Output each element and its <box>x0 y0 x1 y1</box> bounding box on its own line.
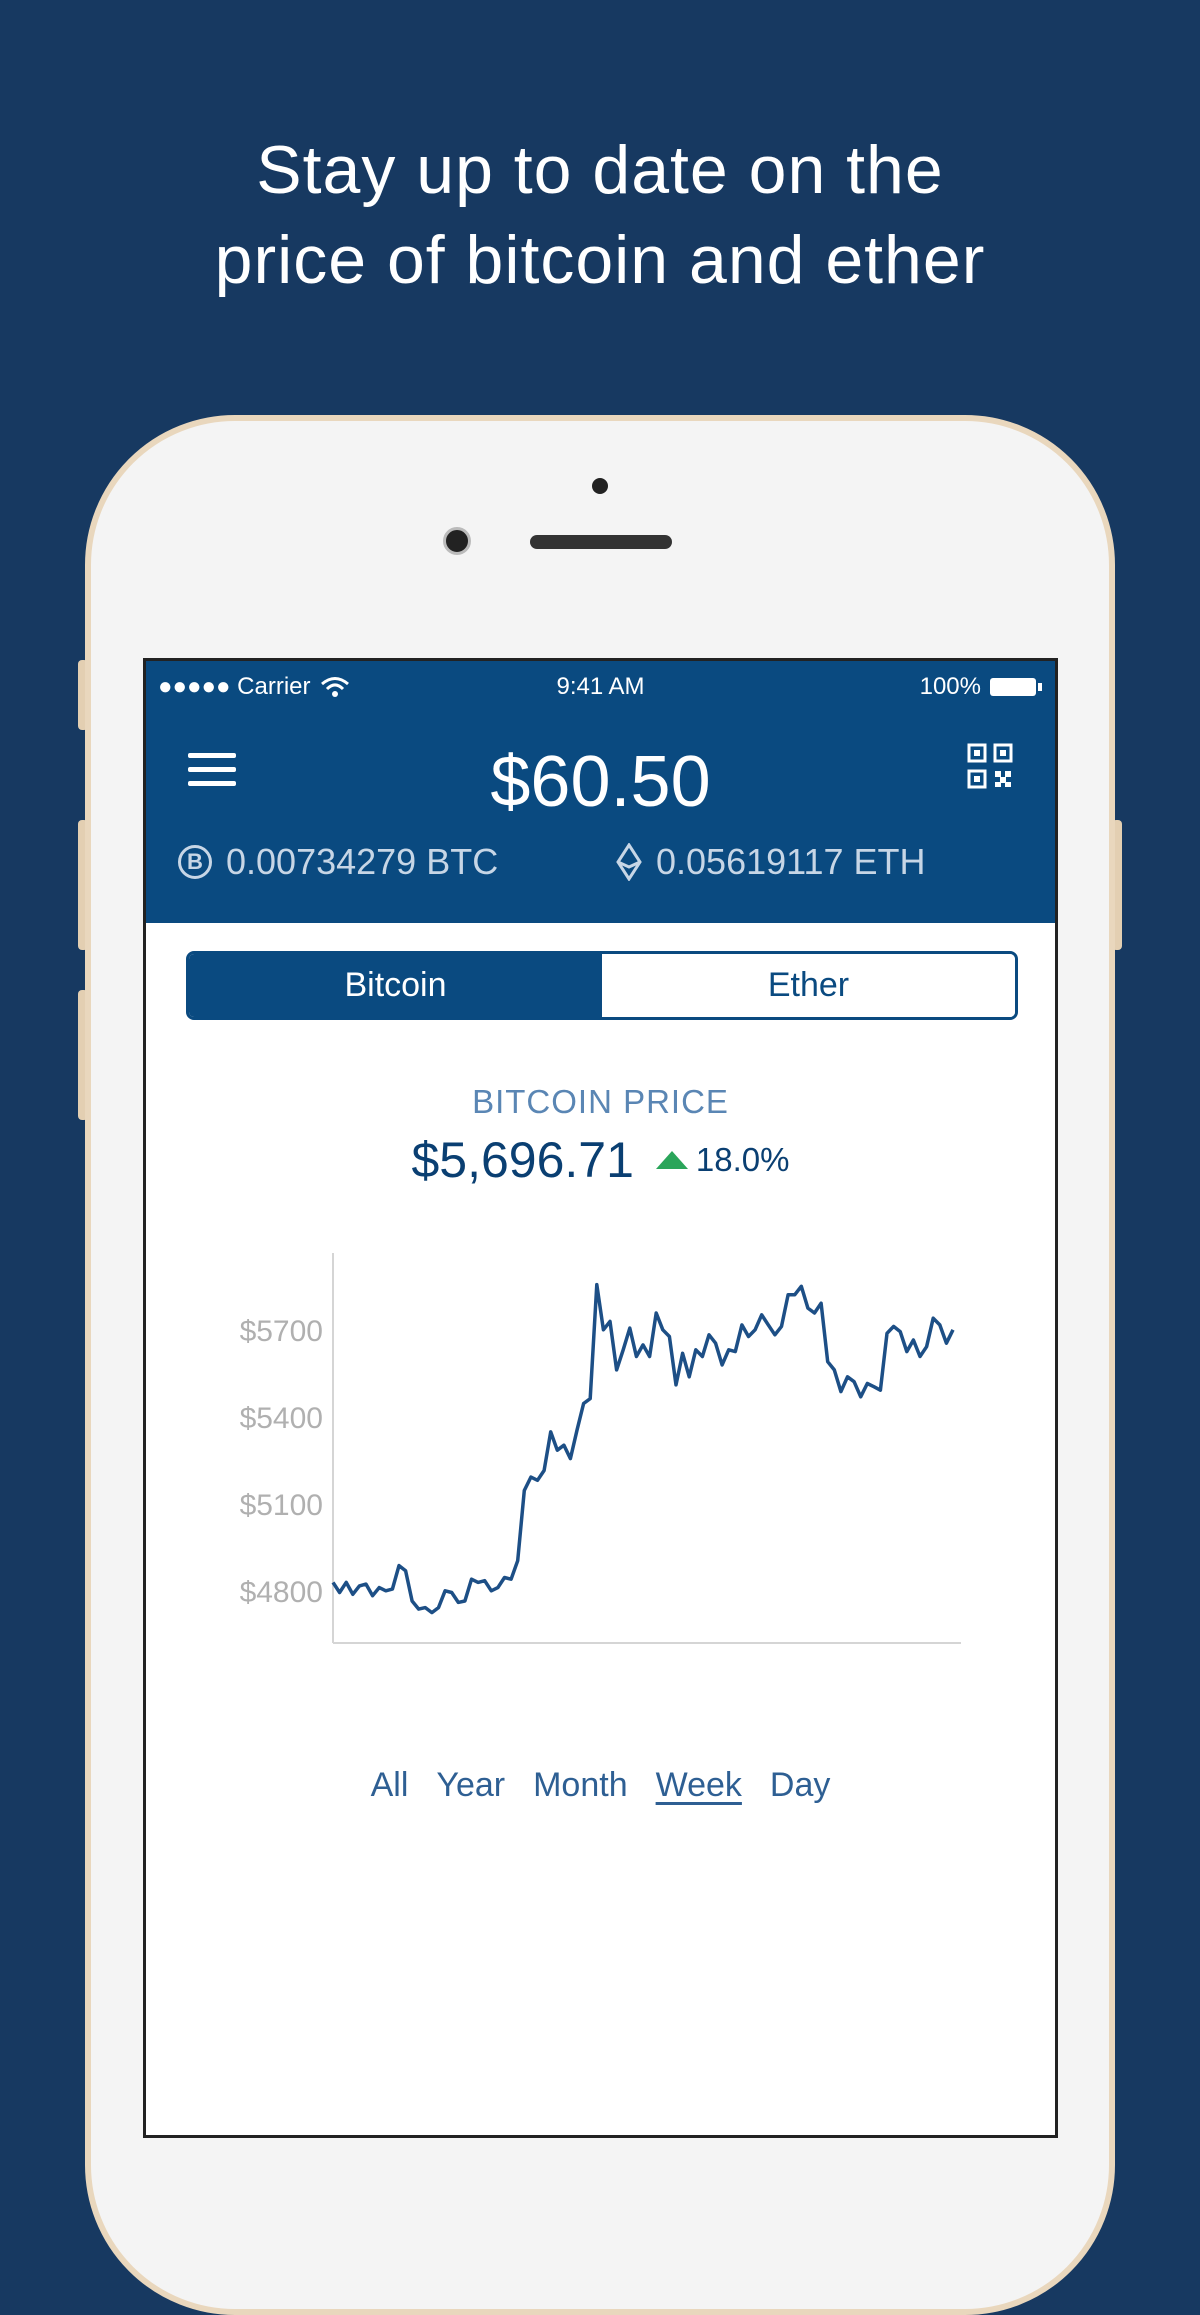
y-tick-label: $5400 <box>240 1402 323 1435</box>
phone-volume-up <box>78 820 88 950</box>
battery-icon <box>990 678 1042 696</box>
range-week[interactable]: Week <box>655 1766 742 1804</box>
range-year[interactable]: Year <box>436 1766 506 1804</box>
y-tick-label: $5100 <box>240 1489 323 1522</box>
earpiece-speaker <box>530 535 672 549</box>
bitcoin-icon: B <box>178 845 212 879</box>
range-day[interactable]: Day <box>769 1766 831 1804</box>
wifi-icon <box>321 677 350 697</box>
time-range-selector: All Year Month Week Day <box>146 1766 1055 1805</box>
btc-amount: 0.00734279 BTC <box>226 841 499 882</box>
price-label: BITCOIN PRICE <box>472 1083 729 1120</box>
price-change-value: 18.0% <box>695 1141 790 1178</box>
ether-icon <box>616 843 642 881</box>
status-right: 100% <box>920 673 1043 701</box>
tab-bitcoin[interactable]: Bitcoin <box>189 954 602 1017</box>
menu-icon[interactable] <box>188 753 236 787</box>
range-all[interactable]: All <box>370 1766 409 1804</box>
y-tick-label: $5700 <box>240 1315 323 1348</box>
phone-power-button <box>1112 820 1122 950</box>
wallet-balance: $60.50 <box>490 742 711 822</box>
btc-balance: B 0.00734279 BTC <box>178 841 498 883</box>
price-change: 18.0% <box>655 1141 790 1179</box>
eth-balance: 0.05619117 ETH <box>616 841 926 883</box>
front-camera <box>443 527 471 555</box>
app-header: ●●●●● Carrier 9:41 AM 100% $60.50 B 0.00… <box>146 661 1055 923</box>
headline-line-1: Stay up to date on the <box>256 132 944 208</box>
proximity-sensor <box>592 478 608 494</box>
eth-amount: 0.05619117 ETH <box>656 841 926 882</box>
price-row: $5,696.71 18.0% <box>146 1131 1055 1189</box>
tab-ether[interactable]: Ether <box>602 954 1015 1017</box>
range-month[interactable]: Month <box>533 1766 628 1804</box>
price-chart[interactable]: $4800 $5100 $5400 $5700 <box>146 661 1058 1761</box>
app-screen: ●●●●● Carrier 9:41 AM 100% $60.50 B 0.00… <box>143 658 1058 2138</box>
battery-label: 100% <box>919 673 981 700</box>
qr-code-icon[interactable] <box>967 743 1013 789</box>
headline-line-2: price of bitcoin and ether <box>214 222 986 298</box>
y-tick-label: $4800 <box>240 1576 323 1609</box>
status-time: 9:41 AM <box>556 673 645 700</box>
phone-volume-down <box>78 990 88 1120</box>
currency-segmented-control: Bitcoin Ether <box>186 951 1018 1020</box>
status-left: ●●●●● Carrier <box>158 673 350 701</box>
price-line <box>331 1282 955 1615</box>
carrier-label: ●●●●● Carrier <box>158 673 311 700</box>
phone-mute-switch <box>78 660 88 730</box>
headline: Stay up to date on the price of bitcoin … <box>0 125 1200 305</box>
current-price: $5,696.71 <box>411 1132 634 1188</box>
triangle-up-icon <box>655 1151 688 1169</box>
